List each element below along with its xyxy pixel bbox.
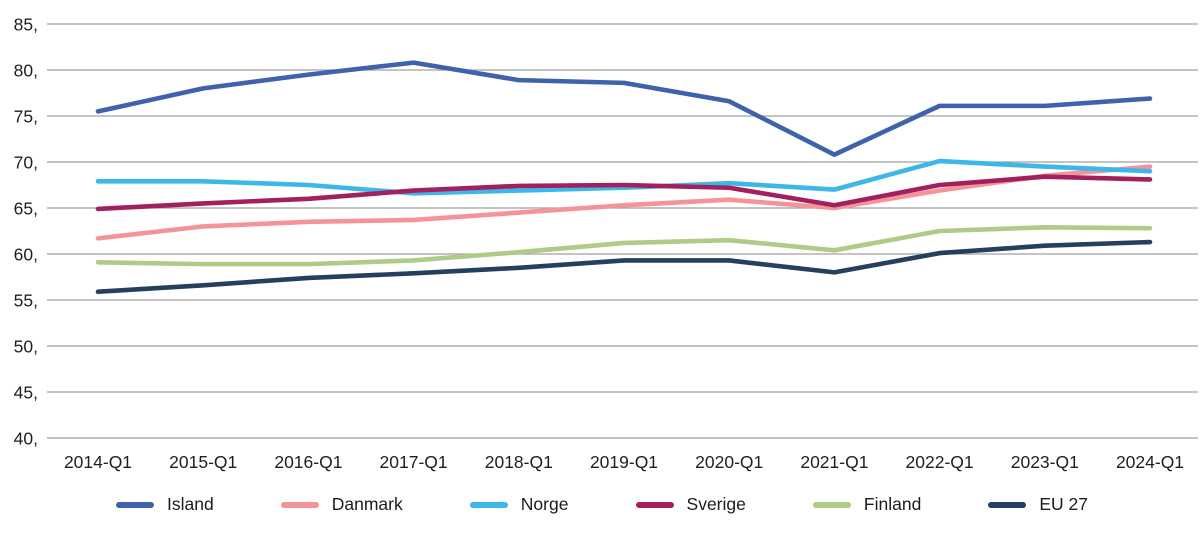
y-axis-tick-label: 55, xyxy=(14,291,38,311)
legend-item-island: Island xyxy=(116,494,214,515)
y-axis-tick-label: 60, xyxy=(14,245,38,265)
y-axis-tick-label: 50, xyxy=(14,337,38,357)
legend-swatch-island xyxy=(116,501,154,508)
series-line-norge xyxy=(95,158,1153,196)
legend-label: Finland xyxy=(863,494,922,514)
x-axis-tick-label: 2014-Q1 xyxy=(64,452,132,472)
legend-swatch-sverige xyxy=(635,501,674,508)
legend-swatch-norge xyxy=(469,501,508,508)
x-axis-tick-label: 2023-Q1 xyxy=(1011,452,1079,472)
legend-item-danmark: Danmark xyxy=(280,494,403,515)
x-axis-tick-label: 2021-Q1 xyxy=(800,452,868,472)
x-axis-tick-label: 2024-Q1 xyxy=(1116,452,1184,472)
legend-item-sverige: Sverige xyxy=(635,494,746,515)
line-chart-canvas: 85, 80, 75, 70, 65, 60, 55, 50, 45, 40, 2014-Q1 201… xyxy=(14,15,1198,472)
legend-swatch-eu-27 xyxy=(988,501,1027,508)
legend-item-norge: Norge xyxy=(469,494,569,515)
series-line-eu-27 xyxy=(95,239,1153,295)
series-line-danmark xyxy=(95,164,1153,241)
x-axis-tick-label: 2019-Q1 xyxy=(590,452,658,472)
legend-item-eu-27: EU 27 xyxy=(988,494,1088,515)
legend-label: Norge xyxy=(520,494,569,514)
y-axis-tick-label: 75, xyxy=(14,107,38,127)
x-axis-tick-label: 2017-Q1 xyxy=(380,452,448,472)
legend-swatch-finland xyxy=(812,501,851,508)
x-axis-tick-label: 2016-Q1 xyxy=(274,452,342,472)
legend-label: Danmark xyxy=(331,494,403,514)
y-axis-tick-label: 85, xyxy=(14,15,38,35)
y-axis-tick-label: 80, xyxy=(14,61,38,81)
series-line-finland xyxy=(95,225,1153,267)
legend-item-finland: Finland xyxy=(812,494,922,515)
legend-label: EU 27 xyxy=(1039,494,1088,514)
y-axis-tick-label: 70, xyxy=(14,153,38,173)
series-line-sverige xyxy=(95,174,1153,212)
y-axis-tick-label: 40, xyxy=(14,429,38,449)
y-axis-tick-label: 65, xyxy=(14,199,38,219)
legend-label: Island xyxy=(167,494,214,514)
series-line-island xyxy=(95,60,1153,157)
x-axis-tick-label: 2015-Q1 xyxy=(169,452,237,472)
legend-label: Sverige xyxy=(686,494,746,514)
x-axis-tick-label: 2020-Q1 xyxy=(695,452,763,472)
y-axis-tick-label: 45, xyxy=(14,383,38,403)
legend-swatch-danmark xyxy=(280,501,319,508)
x-axis-tick-label: 2022-Q1 xyxy=(906,452,974,472)
x-axis-tick-label: 2018-Q1 xyxy=(485,452,553,472)
chart-legend: Island Danmark Norge Sverige Finland EU 27 xyxy=(0,494,1200,515)
